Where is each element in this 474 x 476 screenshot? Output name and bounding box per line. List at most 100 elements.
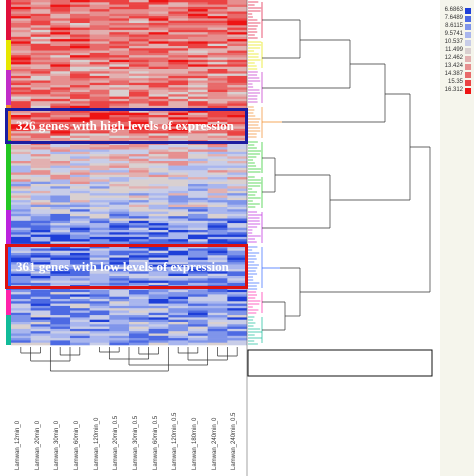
heatmap-cell [11, 223, 31, 226]
legend-value: 13.424 [444, 63, 463, 69]
heatmap-cell [227, 110, 248, 113]
heatmap-cell [50, 342, 71, 346]
heatmap-cell [11, 64, 31, 67]
heatmap-cell [168, 27, 189, 31]
legend-swatch [465, 80, 471, 86]
heatmap-cell [109, 75, 130, 79]
heatmap-cell [188, 124, 208, 127]
heatmap-cell [109, 202, 130, 205]
heatmap-cell [89, 2, 110, 5]
heatmap-cell [168, 126, 189, 130]
heatmap-cell [89, 319, 110, 323]
heatmap-cell [188, 115, 208, 118]
heatmap-cell [227, 18, 248, 21]
cluster-strip-segment [6, 175, 11, 210]
heatmap-cell [50, 266, 71, 270]
heatmap-cell [11, 121, 31, 125]
heatmap-cell [30, 338, 51, 341]
heatmap-cell [168, 266, 189, 270]
heatmap-cell [109, 55, 130, 58]
heatmap-cell [11, 62, 31, 65]
heatmap-cell [109, 280, 130, 284]
heatmap-cell [109, 50, 130, 54]
heatmap-cell [129, 310, 149, 314]
heatmap-cell [11, 126, 31, 130]
heatmap-cell [129, 204, 149, 208]
heatmap-cell [70, 9, 90, 12]
heatmap-cell [11, 41, 31, 44]
heatmap-cell [168, 280, 189, 284]
heatmap-cell [168, 264, 189, 268]
heatmap-cell [30, 149, 51, 153]
heatmap-cell [148, 119, 169, 123]
heatmap-cell [227, 46, 248, 49]
heatmap-cell [89, 0, 110, 3]
heatmap-cell [30, 213, 51, 217]
heatmap-cell [70, 326, 90, 330]
heatmap-cell [129, 73, 149, 77]
heatmap-cell [168, 328, 189, 332]
heatmap-cell [109, 46, 130, 49]
heatmap-cell [168, 276, 189, 279]
heatmap-cell [11, 34, 31, 38]
heatmap-cell [109, 170, 130, 173]
heatmap-cell [109, 246, 130, 249]
heatmap-cell [11, 303, 31, 307]
heatmap-cell [70, 4, 90, 8]
legend-swatch [465, 56, 471, 62]
heatmap-cell [207, 282, 228, 286]
heatmap-cell [30, 82, 51, 86]
heatmap-cell [50, 308, 71, 311]
heatmap-cell [188, 4, 208, 8]
heatmap-cell [188, 163, 208, 166]
heatmap-cell [129, 0, 149, 3]
heatmap-cell [11, 0, 31, 3]
heatmap-cell [207, 305, 228, 309]
heatmap-cell [227, 71, 248, 74]
heatmap-cell [30, 315, 51, 318]
heatmap-cell [109, 264, 130, 268]
heatmap-cell [11, 27, 31, 31]
heatmap-cell [30, 255, 51, 258]
heatmap-cell [227, 85, 248, 88]
heatmap-cell [129, 308, 149, 311]
heatmap-cell [11, 36, 31, 40]
heatmap-cell [148, 131, 169, 134]
heatmap-cell [70, 280, 90, 284]
heatmap-cell [30, 50, 51, 54]
heatmap-cell [207, 248, 228, 251]
heatmap-cell [89, 276, 110, 279]
heatmap-cell [30, 144, 51, 148]
heatmap-cell [227, 128, 248, 132]
heatmap-cell [207, 276, 228, 279]
heatmap-cell [11, 50, 31, 54]
heatmap-cell [109, 167, 130, 171]
heatmap-cell [89, 225, 110, 228]
heatmap-cell [50, 20, 71, 24]
heatmap-cell [207, 184, 228, 187]
heatmap-cell [50, 75, 71, 79]
heatmap-cell [89, 174, 110, 178]
heatmap-cell [11, 177, 31, 180]
heatmap-cell [109, 41, 130, 44]
heatmap-cell [89, 241, 110, 245]
column-label: Lamwan_120min_0.5 [172, 412, 179, 470]
heatmap-cell [207, 4, 228, 8]
heatmap-cell [148, 105, 169, 109]
heatmap-cell [30, 230, 51, 233]
heatmap-cell [188, 188, 208, 192]
heatmap-cell [227, 262, 248, 265]
heatmap-cell [70, 117, 90, 120]
heatmap-cell [30, 282, 51, 286]
heatmap-cell [89, 236, 110, 240]
heatmap-cell [188, 135, 208, 139]
heatmap-cell [11, 326, 31, 330]
heatmap-cell [168, 322, 189, 325]
heatmap-cell [188, 50, 208, 54]
heatmap-cell [70, 292, 90, 295]
heatmap-cell [30, 75, 51, 79]
column-label: Lamwan_120min_0 [93, 417, 100, 470]
heatmap-cell [89, 64, 110, 67]
heatmap-cell [148, 101, 169, 104]
heatmap-cell [207, 6, 228, 10]
